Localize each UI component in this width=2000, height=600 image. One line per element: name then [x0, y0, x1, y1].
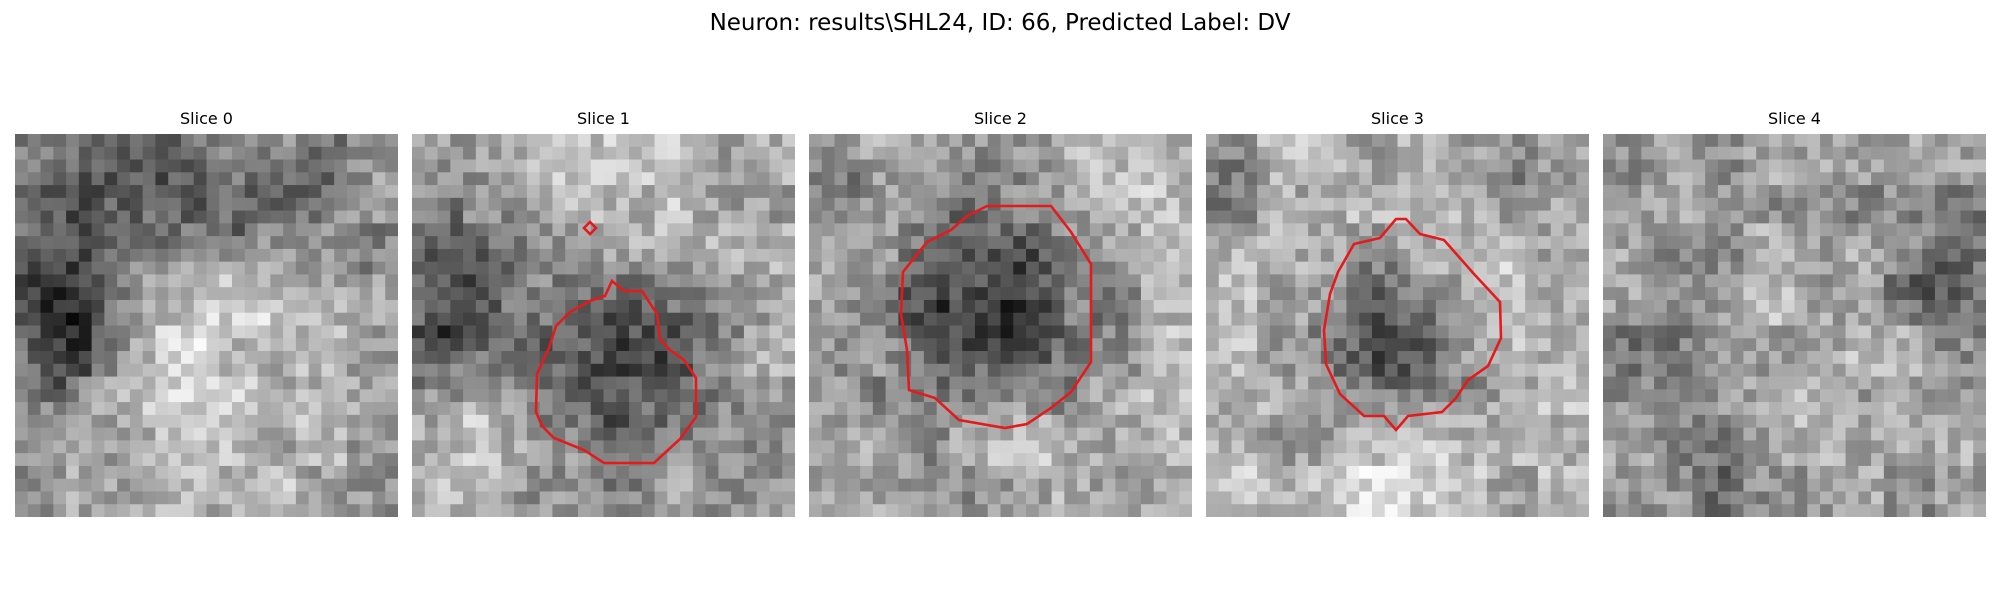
slice-image-4	[1603, 134, 1986, 517]
slice-title-3: Slice 3	[1371, 109, 1424, 128]
slice-panel-4: Slice 4	[1603, 108, 1986, 517]
segmentation-contour	[582, 220, 598, 236]
slice-panel-1: Slice 1	[412, 108, 795, 517]
segmentation-contour	[534, 278, 698, 465]
slice-panel-3: Slice 3	[1206, 108, 1589, 517]
figure-title: Neuron: results\SHL24, ID: 66, Predicted…	[709, 10, 1291, 36]
segmentation-contour	[899, 204, 1093, 430]
slice-panel-0: Slice 0	[15, 108, 398, 517]
slice-image-3	[1206, 134, 1589, 517]
slice-image-1	[412, 134, 795, 517]
slice-title-2: Slice 2	[974, 109, 1027, 128]
segmentation-contour	[1322, 217, 1503, 432]
slice-image-2	[809, 134, 1192, 517]
slice-image-0	[15, 134, 398, 517]
slice-title-1: Slice 1	[577, 109, 630, 128]
slice-panel-2: Slice 2	[809, 108, 1192, 517]
slice-title-4: Slice 4	[1768, 109, 1821, 128]
slice-title-0: Slice 0	[180, 109, 233, 128]
